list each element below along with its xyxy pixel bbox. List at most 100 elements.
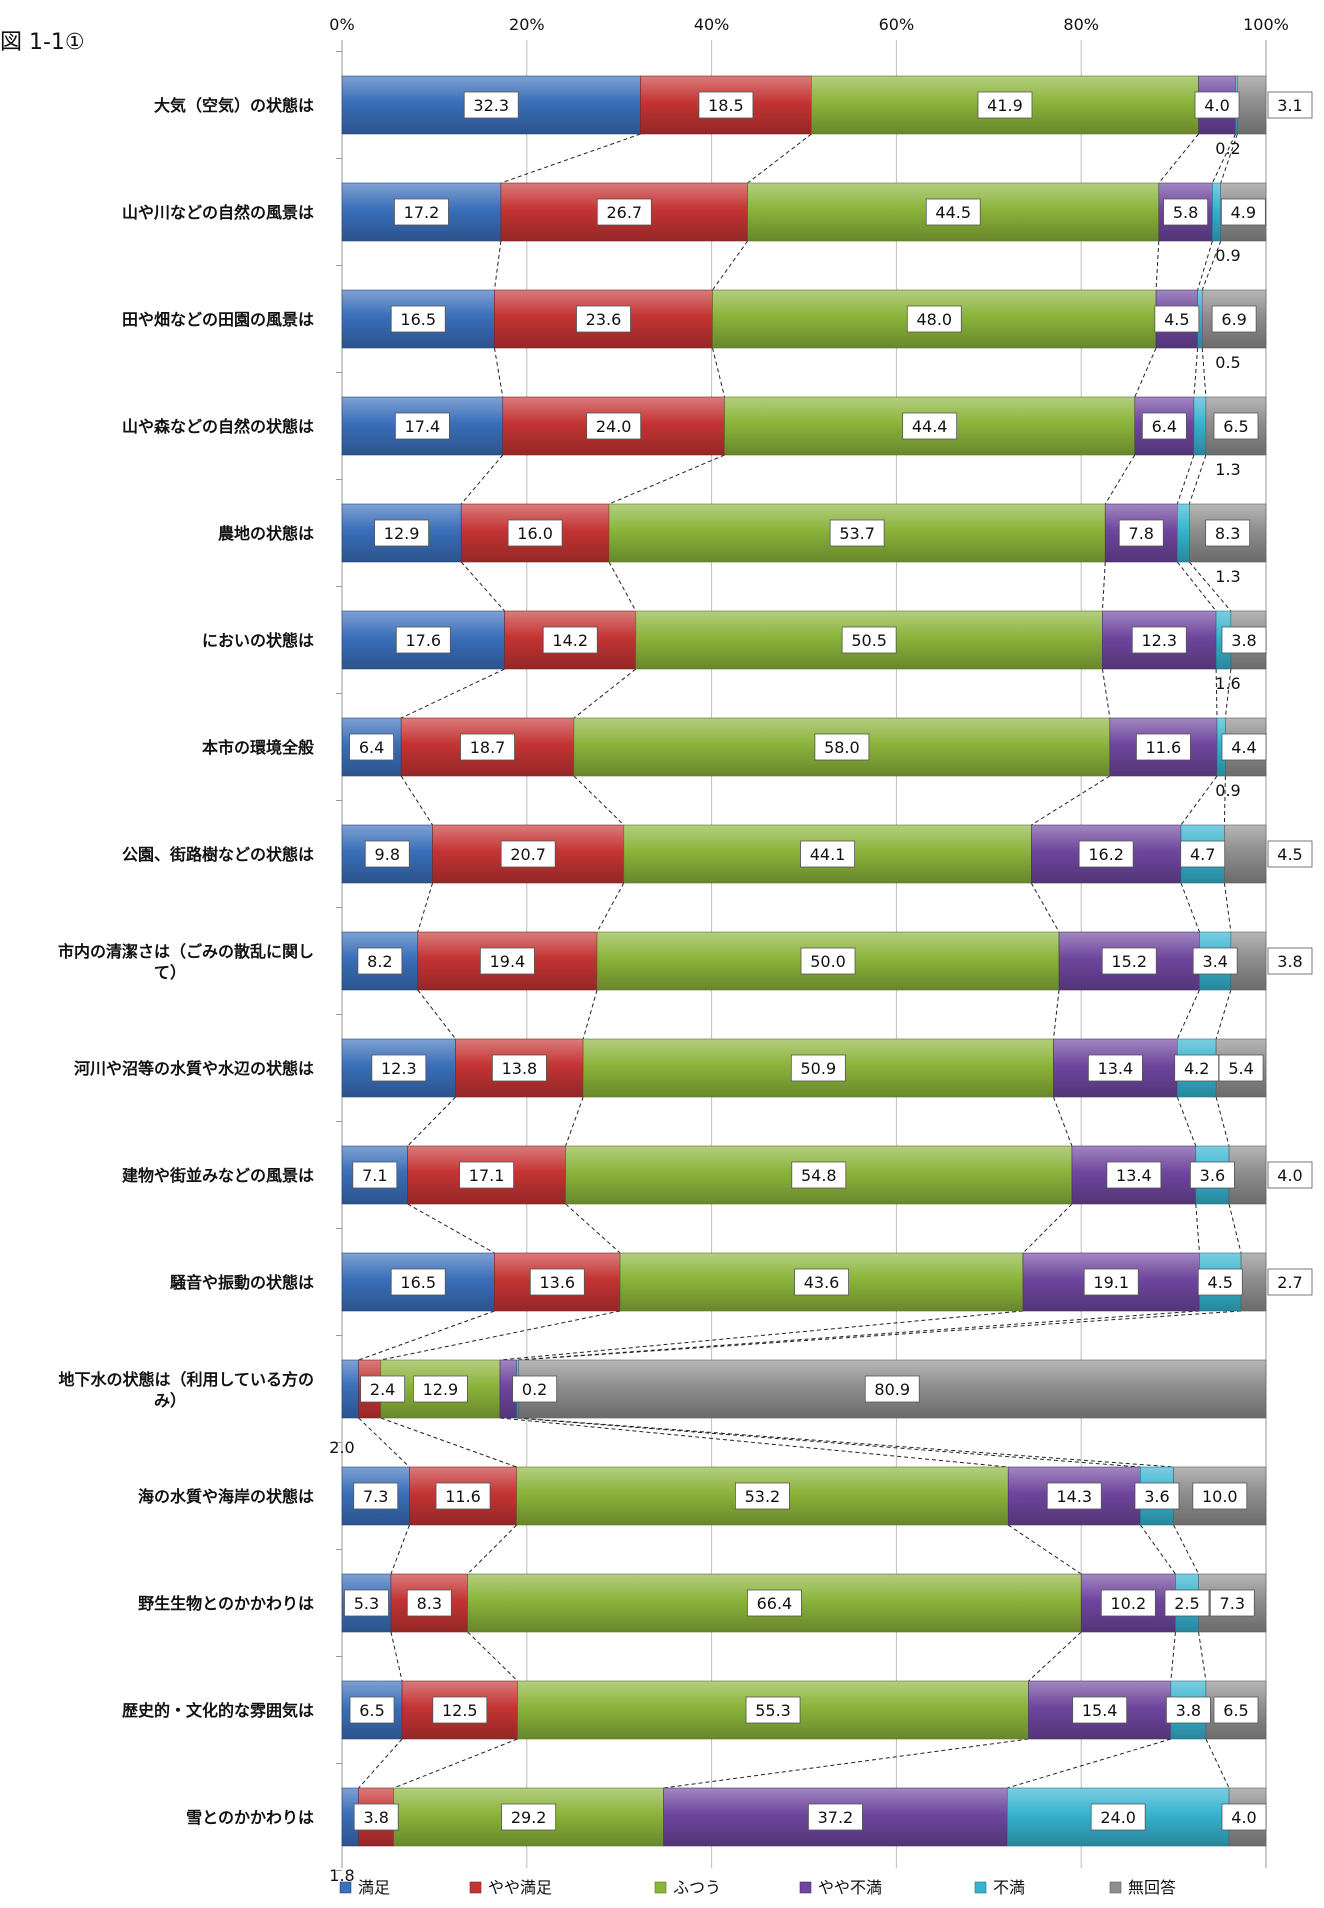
data-label: 11.6	[445, 1487, 481, 1506]
data-label-box	[460, 733, 515, 761]
connector-line	[1176, 454, 1195, 505]
data-label: 55.3	[755, 1701, 791, 1720]
data-label: 10.2	[1111, 1594, 1147, 1613]
data-label: 3.6	[1200, 1166, 1225, 1185]
data-label: 20.7	[510, 845, 546, 864]
data-label: 7.8	[1129, 524, 1154, 543]
category-label: 騒音や振動の状態は	[169, 1273, 314, 1292]
connector-line	[1030, 882, 1060, 933]
connector-line	[1193, 347, 1199, 398]
data-label: 16.5	[400, 1273, 436, 1292]
data-label-box	[1213, 412, 1259, 440]
data-label: 17.2	[404, 203, 440, 222]
category-label: 河川や沼等の水質や水辺の状態は	[74, 1059, 314, 1078]
data-label: 3.8	[363, 1808, 388, 1827]
connector-line	[565, 1096, 584, 1147]
data-label: 8.3	[1215, 524, 1240, 543]
data-label-box	[586, 412, 642, 440]
bar-satisfied	[341, 1359, 359, 1419]
connector-line	[1028, 1631, 1082, 1682]
data-label-box	[390, 305, 446, 333]
connector-line	[500, 133, 641, 184]
connector-line	[417, 882, 434, 933]
data-label-box	[352, 1161, 398, 1189]
data-label: 3.6	[1144, 1487, 1169, 1506]
data-label: 6.5	[1223, 1701, 1248, 1720]
x-tick-label: 100%	[1243, 15, 1289, 34]
data-label-box	[1078, 840, 1134, 868]
data-label: 6.4	[359, 738, 384, 757]
data-label: 1.6	[1215, 674, 1240, 693]
data-label: 1.3	[1215, 567, 1240, 586]
data-label: 13.8	[502, 1059, 538, 1078]
data-label: 13.6	[539, 1273, 575, 1292]
data-label-box	[344, 1589, 389, 1617]
data-label-box	[1221, 1803, 1267, 1831]
x-tick-label: 0%	[329, 15, 354, 34]
data-label: 9.8	[375, 845, 400, 864]
data-label-box	[1106, 1161, 1162, 1189]
connector-line	[608, 561, 637, 612]
data-label: 41.9	[987, 96, 1023, 115]
connector-line	[393, 1738, 518, 1789]
data-label-box	[479, 947, 535, 975]
connector-line	[400, 668, 505, 719]
connector-line	[1223, 882, 1232, 933]
data-label: 48.0	[916, 310, 952, 329]
connector-line	[467, 1631, 518, 1682]
bar-somewhat-satisfied	[390, 1573, 468, 1633]
data-label: 16.0	[517, 524, 553, 543]
data-label: 0.5	[1215, 353, 1240, 372]
data-label-box	[1192, 1482, 1248, 1510]
data-label: 12.5	[442, 1701, 478, 1720]
data-label-box	[1164, 1589, 1210, 1617]
data-label: 14.2	[552, 631, 588, 650]
data-label: 3.1	[1277, 96, 1302, 115]
data-label-box	[814, 733, 870, 761]
connector-line	[1195, 1203, 1200, 1254]
data-label: 7.1	[362, 1166, 387, 1185]
connector-line	[1224, 668, 1232, 719]
data-label: 26.7	[606, 203, 642, 222]
data-label: 15.2	[1111, 952, 1147, 971]
connector-line	[1211, 133, 1236, 184]
connector-line	[516, 1310, 1200, 1361]
data-label: 3.8	[1277, 952, 1302, 971]
data-label: 6.9	[1221, 310, 1246, 329]
data-label: 4.7	[1190, 845, 1215, 864]
bar-dissatisfied	[1193, 396, 1207, 456]
data-label: 44.5	[935, 203, 971, 222]
data-label: 53.7	[839, 524, 875, 543]
data-label: 80.9	[874, 1380, 910, 1399]
data-label: 18.5	[708, 96, 744, 115]
data-label: 17.6	[405, 631, 441, 650]
legend-swatch	[1109, 1881, 1122, 1894]
bar-dissatisfied	[1176, 503, 1190, 563]
data-label: 2.7	[1277, 1273, 1302, 1292]
connector-line	[499, 1417, 1009, 1468]
connector-line	[712, 347, 726, 398]
data-label-box	[1046, 1482, 1102, 1510]
connector-line	[573, 668, 637, 719]
connector-line	[1197, 240, 1213, 291]
data-label-box	[1100, 1589, 1156, 1617]
legend-swatch	[469, 1881, 482, 1894]
data-label-box	[791, 1161, 847, 1189]
connector-line	[1201, 347, 1207, 398]
connector-line	[596, 882, 625, 933]
data-label-box	[1087, 1054, 1143, 1082]
connector-line	[663, 1738, 1029, 1789]
category-label: 海の水質や海岸の状態は	[138, 1487, 314, 1506]
data-label: 1.3	[1215, 460, 1240, 479]
data-label: 54.8	[801, 1166, 837, 1185]
data-label-box	[829, 519, 885, 547]
data-label-box	[1221, 626, 1267, 654]
data-label: 13.4	[1098, 1059, 1134, 1078]
data-label-box	[542, 626, 598, 654]
data-label-box	[1190, 1161, 1235, 1189]
data-label-box	[413, 1375, 468, 1403]
data-label-box	[501, 1803, 557, 1831]
data-label-box	[906, 305, 962, 333]
data-label-box	[794, 1268, 849, 1296]
category-label: 田や畑などの田園の風景は	[122, 310, 314, 329]
